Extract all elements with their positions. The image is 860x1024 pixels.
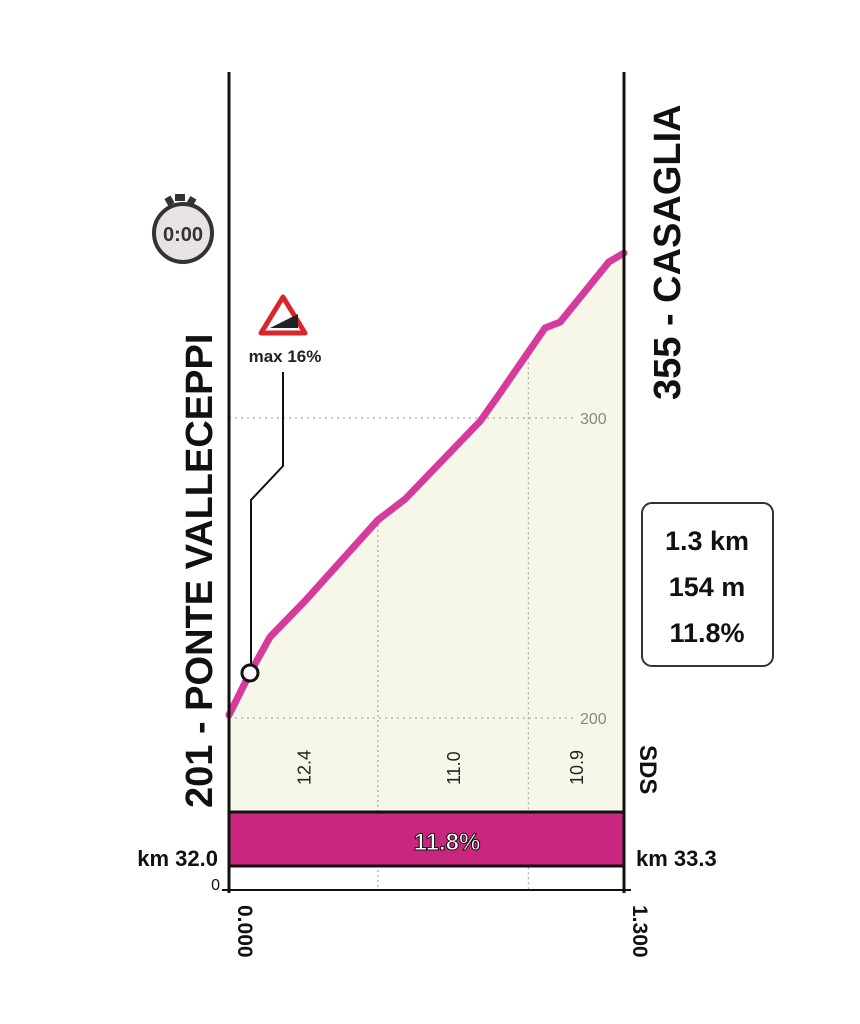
end-location-label: 355 - CASAGLIA bbox=[647, 104, 689, 400]
max-gradient-leader bbox=[250, 372, 284, 672]
origin-label: 0 bbox=[211, 877, 220, 894]
max-gradient-label: max 16% bbox=[249, 347, 322, 366]
profile-area bbox=[229, 253, 624, 812]
elevation-tick-label: 300 bbox=[580, 411, 607, 428]
elevation-tick-label: 200 bbox=[580, 711, 607, 728]
end-km-label: km 33.3 bbox=[636, 846, 717, 871]
timer-icon: 0:00 bbox=[152, 194, 214, 264]
stats-length: 1.3 km bbox=[665, 526, 749, 556]
average-gradient-label: 11.8% bbox=[414, 829, 481, 856]
segment-gradient-label: 12.4 bbox=[294, 750, 314, 785]
max-gradient-marker bbox=[240, 663, 260, 683]
segment-gradient-label: 10.9 bbox=[567, 750, 587, 785]
stats-elevation-gain: 154 m bbox=[669, 572, 746, 602]
average-gradient-bar bbox=[227, 810, 626, 868]
sds-logo: SDS bbox=[634, 745, 661, 794]
segment-gradient-label: 11.0 bbox=[444, 751, 464, 785]
stats-box bbox=[641, 502, 774, 667]
start-km-label: km 32.0 bbox=[137, 846, 218, 871]
timer-label: 0:00 bbox=[163, 224, 203, 246]
stats-average-gradient: 11.8% bbox=[669, 618, 744, 648]
max-gradient-warning-icon bbox=[258, 294, 308, 336]
x-tick-end: 1.300 bbox=[628, 905, 651, 958]
start-location-label: 201 - PONTE VALLECEPPI bbox=[179, 334, 221, 808]
x-tick-start: 0.000 bbox=[233, 905, 256, 958]
profile-line bbox=[225, 249, 628, 719]
